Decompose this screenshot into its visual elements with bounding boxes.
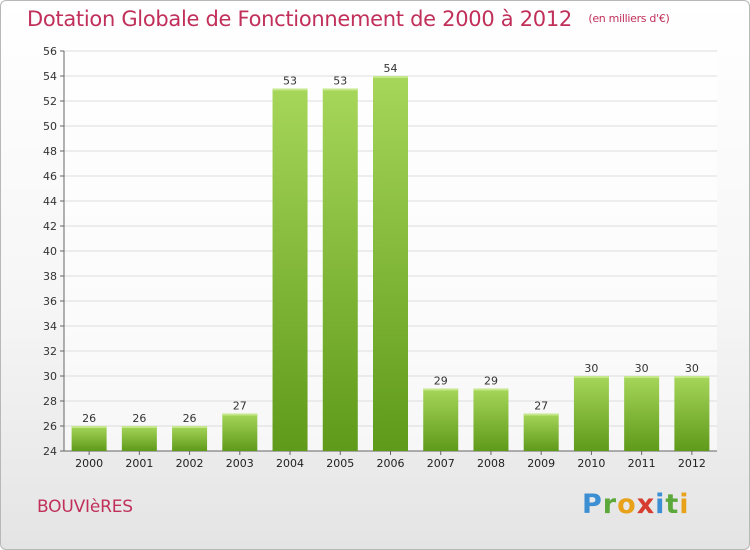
y-tick-label: 50 — [43, 120, 57, 133]
bar-2011 — [624, 376, 660, 451]
data-label-2002: 26 — [183, 412, 197, 425]
bar-2008 — [473, 388, 509, 451]
x-tick-label-2005: 2005 — [326, 457, 354, 470]
data-label-2005: 53 — [333, 75, 347, 88]
data-label-2012: 30 — [685, 362, 699, 375]
bar-top-highlight — [624, 376, 660, 378]
bar-2010 — [573, 376, 609, 451]
bar-top-highlight — [473, 388, 509, 391]
y-tick-label: 28 — [43, 395, 57, 408]
bar-2001 — [121, 426, 157, 451]
x-tick-label-2010: 2010 — [577, 457, 605, 470]
y-tick-label: 44 — [43, 195, 57, 208]
y-tick-label: 54 — [43, 70, 57, 83]
data-label-2003: 27 — [233, 400, 247, 413]
y-tick-label: 36 — [43, 295, 57, 308]
y-tick-label: 24 — [43, 445, 57, 458]
bar-2005 — [322, 88, 358, 451]
bar-top-highlight — [523, 413, 559, 416]
x-tick-label-2004: 2004 — [276, 457, 304, 470]
labels: 24 26 28 30 32 34 36 38 40 42 44 46 48 50 52 54 56 26 2000… — [43, 45, 706, 470]
x-tick-label-2007: 2007 — [427, 457, 455, 470]
y-tick-label: 26 — [43, 420, 57, 433]
bar-top-highlight — [423, 388, 459, 391]
y-tick-label: 32 — [43, 345, 57, 358]
y-tick-label: 52 — [43, 95, 57, 108]
bar-top-highlight — [222, 413, 258, 416]
bar-top-highlight — [172, 426, 208, 428]
bar-top-highlight — [272, 88, 308, 91]
data-label-2008: 29 — [484, 375, 498, 388]
bar-2009 — [523, 413, 559, 451]
data-label-2010: 30 — [584, 362, 598, 375]
y-tick-label: 40 — [43, 245, 57, 258]
y-tick-label: 34 — [43, 320, 57, 333]
data-label-2000: 26 — [82, 412, 96, 425]
bar-top-highlight — [121, 426, 157, 428]
bar-top-highlight — [322, 88, 358, 91]
x-tick-label-2000: 2000 — [75, 457, 103, 470]
data-label-2004: 53 — [283, 75, 297, 88]
chart-subtitle: (en milliers d'€) — [588, 12, 670, 25]
x-tick-label-2002: 2002 — [176, 457, 204, 470]
bar-2003 — [222, 413, 258, 451]
chart-title-text: Dotation Globale de Fonctionnement de 20… — [27, 7, 572, 31]
x-tick-label-2008: 2008 — [477, 457, 505, 470]
proxiti-logo: Proxiti — [582, 489, 690, 520]
x-tick-label-2012: 2012 — [678, 457, 706, 470]
bar-top-highlight — [373, 76, 408, 78]
y-tick-label: 56 — [43, 45, 57, 58]
y-tick-label: 38 — [43, 270, 57, 283]
chart-title: Dotation Globale de Fonctionnement de 20… — [27, 7, 670, 31]
data-label-2001: 26 — [132, 412, 146, 425]
x-tick-label-2006: 2006 — [377, 457, 405, 470]
data-label-2009: 27 — [534, 400, 548, 413]
bar-2002 — [172, 426, 208, 451]
bars — [71, 76, 710, 451]
data-label-2006: 54 — [384, 62, 398, 75]
y-tick-label: 30 — [43, 370, 57, 383]
bar-2007 — [423, 388, 459, 451]
y-tick-label: 42 — [43, 220, 57, 233]
bar-2006 — [373, 76, 408, 451]
bar-top-highlight — [573, 376, 609, 378]
data-label-2011: 30 — [635, 362, 649, 375]
bar-2012 — [674, 376, 710, 451]
data-label-2007: 29 — [434, 375, 448, 388]
x-tick-label-2003: 2003 — [226, 457, 254, 470]
y-tick-label: 48 — [43, 145, 57, 158]
x-tick-label-2011: 2011 — [628, 457, 656, 470]
x-tick-label-2001: 2001 — [125, 457, 153, 470]
bar-2004 — [272, 88, 308, 451]
bar-2000 — [71, 426, 107, 451]
commune-name: BOUVIèRES — [37, 497, 133, 517]
x-tick-label-2009: 2009 — [527, 457, 555, 470]
y-tick-label: 46 — [43, 170, 57, 183]
bar-top-highlight — [71, 426, 107, 428]
bar-top-highlight — [674, 376, 710, 378]
